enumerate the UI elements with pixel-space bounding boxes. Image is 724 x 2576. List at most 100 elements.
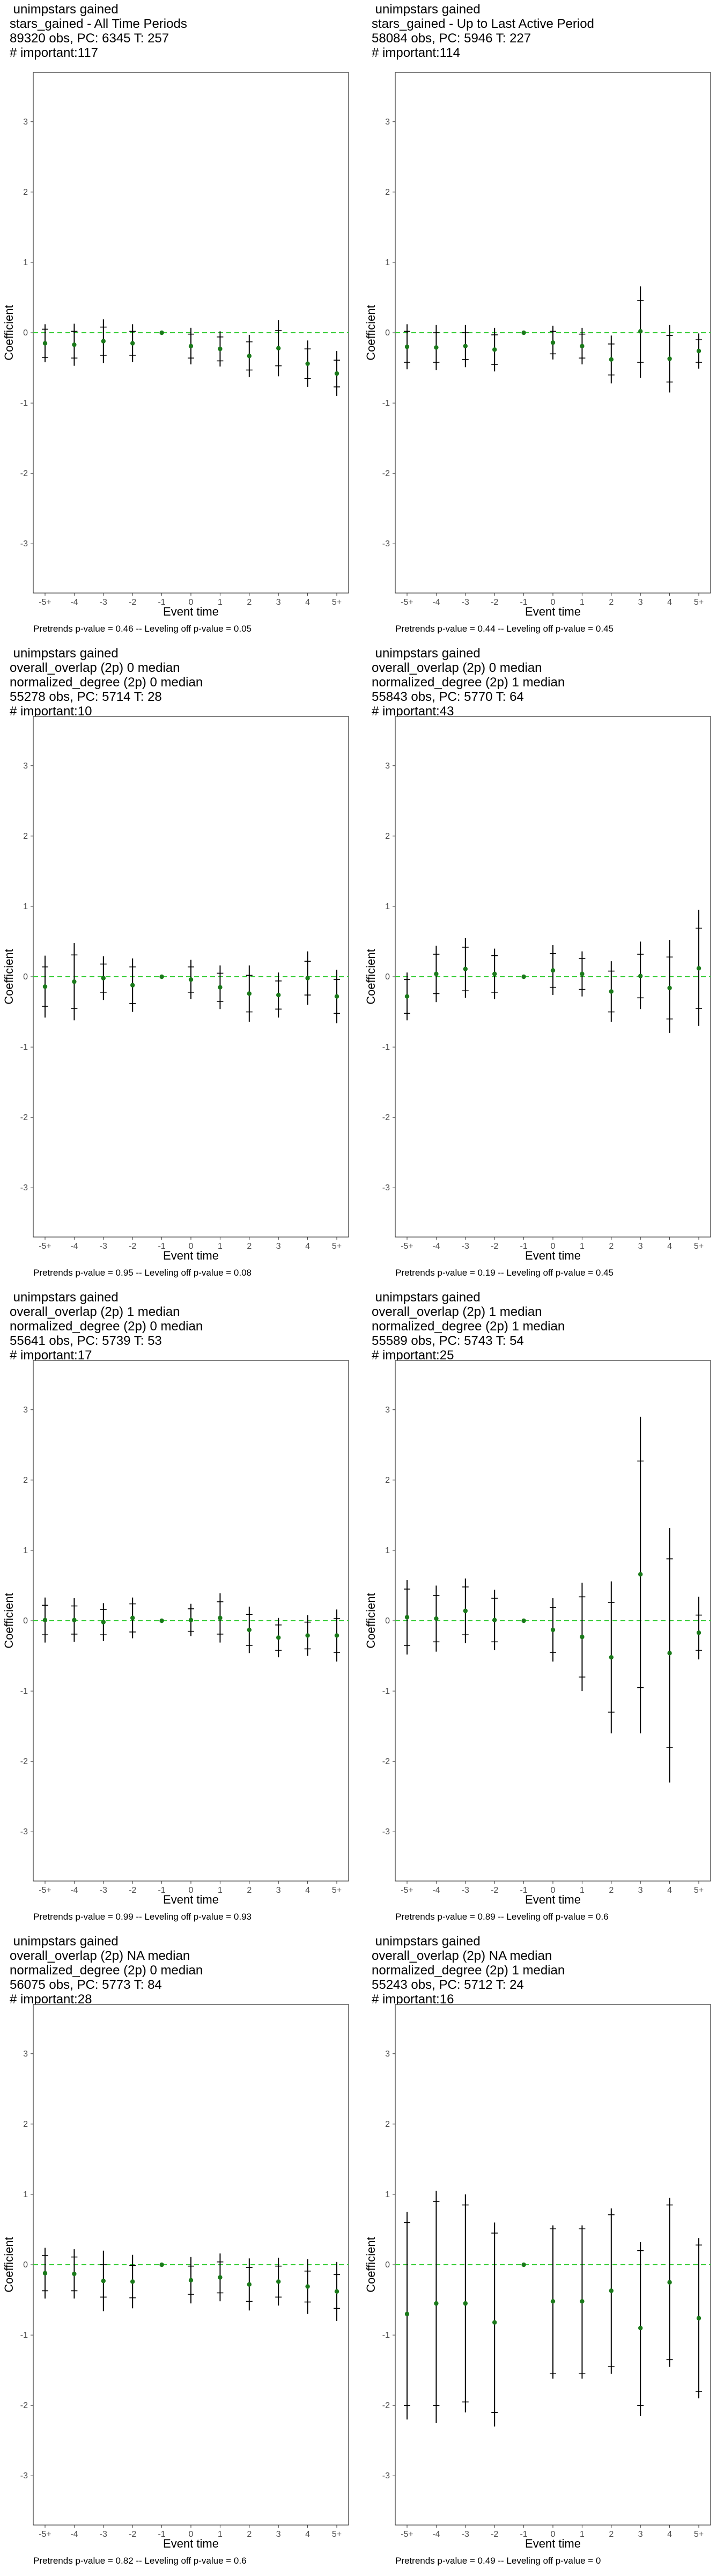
- x-tick-label: -1: [158, 598, 165, 607]
- chart-title-line: overall_overlap (2p) NA median: [10, 1949, 190, 1963]
- estimate-point: [130, 983, 135, 987]
- y-tick-label: 1: [23, 258, 28, 267]
- coefficient-estimate: [100, 2250, 107, 2311]
- estimate-point: [667, 1651, 672, 1656]
- y-tick-label: -1: [382, 1043, 390, 1052]
- estimate-point: [609, 989, 614, 994]
- x-tick-label: -5+: [39, 598, 51, 607]
- coefficient-estimate: [696, 1597, 702, 1660]
- estimate-point: [188, 977, 194, 982]
- y-tick-label: -3: [20, 1183, 28, 1192]
- estimate-point: [276, 2279, 281, 2284]
- x-tick-label: 4: [305, 1242, 310, 1251]
- estimate-point: [159, 1618, 164, 1623]
- coefficient-estimate: [188, 327, 194, 364]
- coefficient-estimate: [304, 951, 311, 1005]
- chart-svg: -3 -2 -1 0 1 2 3 -5+ -4 -3 -2 -1 0 1 2 3 4 5+ Event time Co…: [364, 72, 711, 618]
- x-tick-label: 4: [667, 2530, 672, 2539]
- x-tick-label: 2: [247, 1886, 252, 1895]
- coefficient-estimate: [129, 958, 136, 1012]
- coefficient-estimate: [304, 2259, 311, 2314]
- y-tick-label: 2: [385, 2120, 390, 2129]
- estimate-point: [667, 985, 672, 991]
- chart-title-line: # important:114: [372, 46, 460, 60]
- chart-svg: -3 -2 -1 0 1 2 3 -5+ -4 -3 -2 -1 0 1 2 3 4 5+ Event time Co…: [2, 72, 349, 618]
- estimate-point: [696, 2316, 701, 2321]
- coefficient-estimate: [217, 965, 224, 1009]
- x-tick-label: 5+: [332, 1886, 342, 1895]
- estimate-point: [276, 346, 281, 351]
- x-tick-label: 4: [305, 598, 310, 607]
- y-axis-label: Coefficient: [2, 2237, 16, 2293]
- x-tick-label: 0: [551, 2530, 556, 2539]
- x-tick-label: 4: [667, 1886, 672, 1895]
- chart-title-line: overall_overlap (2p) 1 median: [372, 1305, 542, 1319]
- chart-title-line: overall_overlap (2p) 1 median: [10, 1305, 180, 1319]
- x-tick-label: -2: [491, 1242, 498, 1251]
- estimate-point: [188, 1618, 194, 1622]
- estimate-point: [550, 968, 556, 973]
- y-tick-label: -2: [382, 469, 390, 478]
- estimate-point: [130, 2279, 135, 2284]
- coefficient-estimate: [696, 910, 702, 1026]
- pvalue-footnote: Pretrends p-value = 0.49 -- Leveling off…: [395, 2556, 601, 2566]
- estimate-point: [638, 1572, 643, 1577]
- x-tick-label: 0: [189, 2530, 194, 2539]
- coefficient-estimate: [608, 1581, 615, 1733]
- x-tick-label: 0: [551, 1242, 556, 1251]
- x-tick-label: -3: [462, 1886, 469, 1895]
- y-axis-label: Coefficient: [364, 305, 378, 361]
- estimate-point: [580, 343, 585, 349]
- x-tick-label: -3: [100, 1886, 107, 1895]
- coefficient-estimate: [275, 320, 282, 377]
- y-tick-label: -1: [382, 399, 390, 408]
- coefficient-estimate: [404, 1579, 410, 1655]
- coefficient-estimate: [42, 955, 48, 1018]
- y-tick-label: 3: [23, 762, 28, 771]
- coefficient-estimate: [217, 2253, 224, 2302]
- chart-title-line: 55589 obs, PC: 5743 T: 54: [372, 1334, 524, 1348]
- coefficient-estimate: [579, 1583, 586, 1692]
- x-tick-label: 3: [638, 598, 643, 607]
- x-tick-label: 1: [580, 1242, 585, 1251]
- chart-title-line: unimpstars gained: [372, 1934, 481, 1949]
- x-tick-label: 2: [247, 598, 252, 607]
- x-tick-label: -2: [129, 1886, 136, 1895]
- estimate-point: [434, 345, 439, 350]
- estimate-point: [305, 976, 310, 980]
- estimate-point: [305, 2284, 310, 2289]
- chart-title-line: overall_overlap (2p) NA median: [372, 1949, 552, 1963]
- x-tick-label: 1: [218, 2530, 223, 2539]
- x-tick-label: 4: [667, 598, 672, 607]
- x-tick-label: 1: [218, 1242, 223, 1251]
- pvalue-footnote: Pretrends p-value = 0.82 -- Leveling off…: [33, 2556, 247, 2566]
- y-tick-label: -2: [20, 1113, 28, 1122]
- estimate-point: [492, 1618, 497, 1622]
- coefficient-estimate: [521, 974, 526, 979]
- x-tick-label: -1: [158, 1242, 165, 1251]
- coefficient-estimate: [696, 333, 702, 369]
- x-tick-label: 5+: [332, 2530, 342, 2539]
- coefficient-estimate: [42, 324, 48, 363]
- estimate-point: [667, 2280, 672, 2285]
- estimate-point: [609, 357, 614, 362]
- estimate-point: [218, 346, 223, 352]
- estimate-point: [638, 329, 643, 334]
- y-tick-label: 1: [23, 2190, 28, 2199]
- chart-panel: unimpstars gained overall_overlap (2p) NA…: [0, 1932, 362, 2576]
- estimate-point: [72, 342, 77, 347]
- coefficient-estimate: [666, 2198, 673, 2367]
- estimate-point: [159, 2262, 164, 2267]
- x-axis-label: Event time: [525, 1893, 581, 1906]
- y-tick-label: 3: [385, 762, 390, 771]
- x-tick-label: 0: [551, 1886, 556, 1895]
- x-tick-label: -2: [129, 1242, 136, 1251]
- chart-title-line: normalized_degree (2p) 0 median: [10, 1963, 203, 1978]
- x-tick-label: 1: [218, 1886, 223, 1895]
- chart-title-line: stars_gained - Up to Last Active Period: [372, 17, 594, 31]
- chart-title-line: unimpstars gained: [10, 2, 119, 17]
- x-tick-label: -5+: [39, 1242, 51, 1251]
- chart-title-line: 55278 obs, PC: 5714 T: 28: [10, 690, 162, 704]
- coefficient-estimate: [217, 1593, 224, 1643]
- chart-title-line: normalized_degree (2p) 1 median: [372, 1319, 565, 1334]
